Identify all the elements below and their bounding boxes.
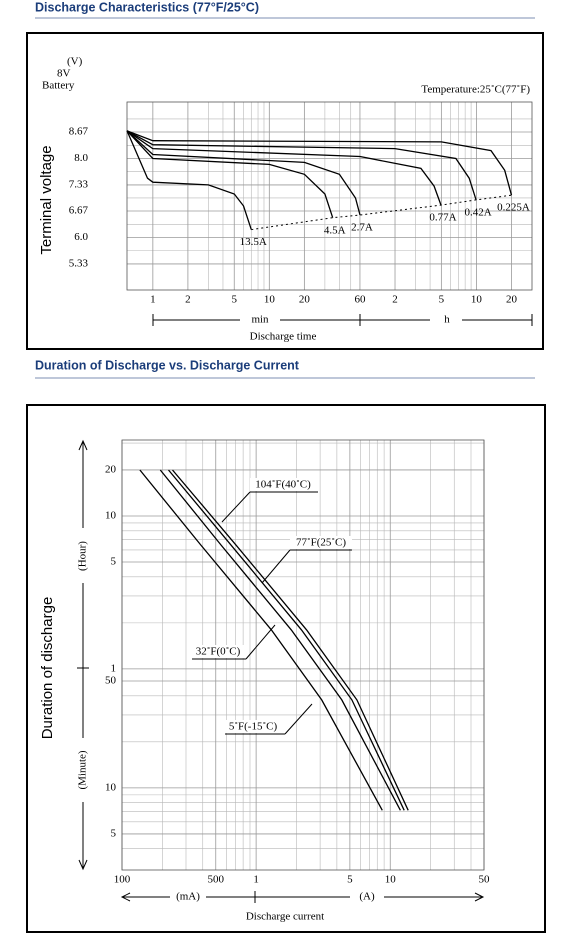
series-label: 13.5A (240, 236, 267, 248)
annotation: Temperature:25˚C(77˚F) (421, 84, 530, 96)
series-label: 32˚F(0˚C) (196, 646, 241, 658)
series-label: 77˚F(25˚C) (296, 537, 346, 549)
x-tick-label: 5 (439, 294, 445, 306)
series-line (126, 130, 361, 216)
chart-frame (26, 404, 546, 933)
y-tick-label: 5 (111, 556, 117, 568)
label-bg (290, 536, 352, 549)
y-unit: (Hour) (77, 541, 89, 571)
series-label: 2.7A (351, 221, 373, 233)
series-line (126, 130, 513, 196)
y-tick-label: 5 (111, 827, 117, 839)
x-tick-label: 2 (392, 294, 398, 306)
label-bg (250, 478, 318, 491)
leader-line (221, 491, 318, 523)
x-tick-label: 10 (264, 294, 276, 306)
series-line (126, 130, 334, 218)
y-tick-label: 5.33 (69, 257, 89, 269)
y-axis-title: Terminal voltage (38, 145, 55, 254)
x-unit: (A) (359, 891, 375, 903)
x-tick-label: 5 (347, 874, 353, 886)
duration-range-arrows (77, 439, 89, 871)
series-line (159, 469, 401, 811)
series-line (126, 130, 477, 201)
x-tick-label: 20 (506, 294, 518, 306)
leader-line (261, 549, 352, 584)
x-tick-label: 50 (479, 874, 491, 886)
y-tick-label: 10 (105, 510, 117, 522)
x-tick-label: 10 (385, 874, 397, 886)
current-range-arrows (120, 891, 485, 903)
x-unit: h (444, 314, 450, 326)
y-tick-label: 7.33 (69, 178, 89, 190)
y-unit: (Minute) (77, 750, 89, 789)
x-tick-label: 2 (185, 294, 191, 306)
series-label: 0.77A (429, 212, 456, 224)
series-label: 104˚F(40˚C) (255, 479, 311, 491)
series-line (126, 130, 442, 206)
series-label: 5˚F(-15˚C) (229, 721, 278, 733)
y-tick-label: 20 (105, 463, 117, 475)
x-tick-label: 1 (150, 294, 156, 306)
plot-border (121, 439, 485, 871)
end-voltage-line (251, 194, 512, 231)
y-unit: (V) (67, 56, 83, 68)
y-tick-label: 6.67 (69, 205, 89, 217)
x-unit: min (251, 314, 269, 326)
x-tick-label: 20 (299, 294, 311, 306)
x-tick-label: 1 (253, 874, 259, 886)
y-axis-title: Duration of discharge (39, 597, 56, 740)
x-tick-label: 100 (114, 874, 131, 886)
y-unit: 8V (57, 68, 71, 80)
series-label: 4.5A (324, 224, 346, 236)
x-tick-label: 60 (354, 294, 366, 306)
x-tick-label: 5 (232, 294, 238, 306)
series-line (139, 469, 383, 811)
y-tick-label: 6.0 (74, 231, 88, 243)
chart-frame (26, 32, 544, 350)
x-tick-label: 500 (207, 874, 224, 886)
series-label: 0.42A (464, 206, 491, 218)
x-axis-title: Discharge current (246, 911, 324, 923)
x-axis-title: Discharge time (250, 331, 317, 343)
series-label: 0.225A (497, 202, 530, 214)
y-tick-label: 50 (105, 675, 117, 687)
x-tick-label: 10 (471, 294, 483, 306)
section-title: Duration of Discharge vs. Discharge Curr… (35, 358, 300, 372)
time-range-arrows (152, 314, 533, 326)
y-tick-label: 10 (105, 781, 117, 793)
label-bg (225, 720, 285, 733)
section-title: Discharge Characteristics (77°F/25°C) (35, 0, 259, 14)
series-line (126, 130, 252, 230)
leader-line (192, 624, 276, 660)
series-line (168, 469, 405, 811)
plot-border (126, 101, 533, 291)
label-bg (192, 645, 246, 658)
y-tick-label: 8.0 (74, 152, 88, 164)
y-unit: Battery (42, 80, 75, 92)
y-tick-label: 1 (111, 662, 117, 674)
x-unit: (mA) (176, 891, 200, 903)
series-line (172, 469, 409, 811)
leader-line (225, 703, 313, 735)
y-tick-label: 8.67 (69, 126, 89, 138)
